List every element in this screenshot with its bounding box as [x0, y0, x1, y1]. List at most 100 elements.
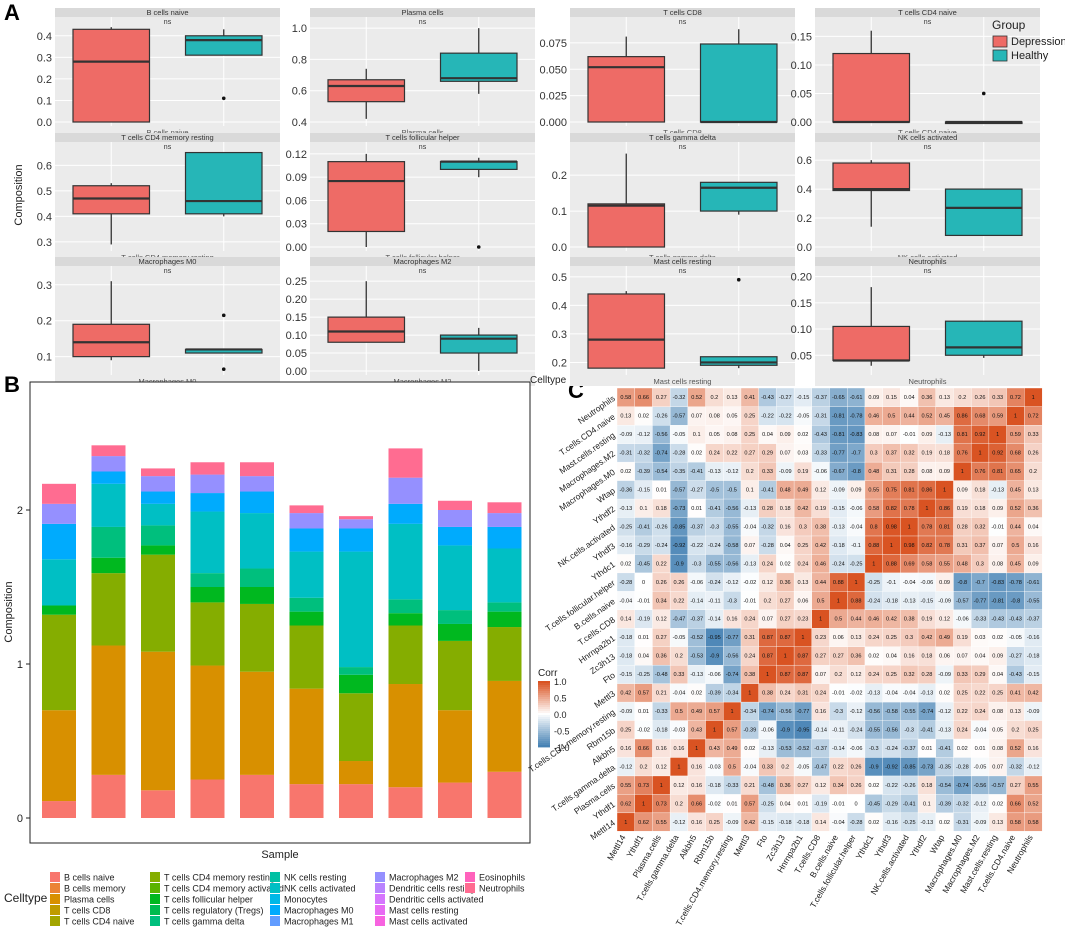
- heatmap-cell: 0.31: [953, 535, 972, 555]
- bar-segment: [91, 526, 126, 558]
- heatmap-cell-value: -0.09: [974, 820, 987, 826]
- iqr-box: [587, 293, 666, 369]
- heatmap-cell-value: -0.77: [726, 635, 739, 641]
- heatmap-cell: 0.76: [970, 461, 990, 481]
- heatmap-cell: -0.77: [970, 590, 990, 611]
- heatmap-cell: -0.02: [634, 720, 653, 740]
- heatmap-cell-value: 0.43: [691, 727, 702, 733]
- heatmap-cell-value: 0.25: [886, 672, 897, 678]
- heatmap-cell: 0.26: [847, 775, 866, 795]
- bar-segment: [289, 505, 324, 514]
- col-label: Ythdf2: [908, 833, 929, 860]
- heatmap-cell: -0.9: [669, 553, 689, 574]
- heatmap-cell-value: 0.02: [744, 746, 755, 752]
- bar-segment: [289, 784, 324, 818]
- heatmap-cell-value: 0.86: [939, 506, 950, 512]
- heatmap-cell: 0.44: [811, 572, 831, 592]
- heatmap-cell-value: -0.18: [708, 783, 721, 789]
- heatmap-cell-value: 0.38: [744, 672, 755, 678]
- heatmap-cell-value: -0.14: [832, 746, 845, 752]
- y-tick-label: 0.3: [552, 329, 567, 341]
- heatmap-cell-value: -0.41: [637, 524, 650, 530]
- heatmap-cell-value: -0.78: [850, 414, 863, 420]
- heatmap-cell: -0.34: [723, 683, 742, 703]
- heatmap-cell-value: 0.44: [815, 580, 826, 586]
- heatmap-cell-value: 1: [872, 561, 875, 567]
- heatmap-cell: 0.22: [829, 756, 848, 777]
- bar-segment: [388, 599, 423, 614]
- heatmap-cell: -0.33: [970, 609, 990, 629]
- heatmap-cell: 0.06: [829, 627, 848, 647]
- heatmap-cell-value: 0.16: [904, 654, 915, 660]
- heatmap-cell: 1: [669, 756, 689, 777]
- heatmap-cell-value: 0.57: [744, 801, 755, 807]
- heatmap-cell-value: 0.87: [762, 635, 773, 641]
- heatmap-cell: 0.2: [740, 461, 760, 481]
- heatmap-cell-value: -0.81: [832, 414, 845, 420]
- heatmap-cell: -0.31: [616, 443, 636, 463]
- heatmap-cell-value: 0.09: [780, 432, 791, 438]
- heatmap-cell: -0.7: [970, 572, 990, 592]
- heatmap-cell: 0.3: [970, 553, 990, 574]
- heatmap-cell-value: -0.9: [780, 727, 790, 733]
- heatmap-cell-value: 0.2: [746, 469, 754, 475]
- heatmap-cell-value: 1: [837, 598, 840, 604]
- heatmap-cell: 0.48: [953, 553, 972, 574]
- heatmap-cell: 0.04: [1024, 517, 1043, 537]
- bar-segment: [91, 445, 126, 457]
- y-tick-label: 0.6: [292, 86, 307, 98]
- legend-swatch: [50, 916, 60, 926]
- iqr-box: [327, 161, 406, 233]
- heatmap-cell: 0.25: [953, 683, 972, 703]
- heatmap-cell-value: 0.2: [1012, 727, 1020, 733]
- heatmap-cell: 0.24: [776, 683, 795, 703]
- sample-bar-5: [240, 462, 274, 818]
- heatmap-cell-value: 0.81: [957, 432, 968, 438]
- bar-segment: [91, 471, 126, 484]
- heatmap-cell-value: 0.12: [851, 672, 862, 678]
- legend-entry: B cells naive: [64, 873, 115, 883]
- healthy-box: [184, 313, 263, 372]
- heatmap-cell-value: -0.18: [619, 654, 632, 660]
- heatmap-cell: -0.33: [723, 775, 742, 795]
- heatmap-cell: -0.55: [1024, 590, 1043, 611]
- heatmap-cell: -0.81: [988, 590, 1008, 611]
- heatmap-cell: 0.87: [776, 664, 795, 684]
- heatmap-cell-value: -0.74: [655, 451, 668, 457]
- heatmap-cell-value: 0.01: [921, 746, 932, 752]
- heatmap-cell: 0.12: [811, 480, 831, 500]
- heatmap-cell: 0.04: [900, 387, 919, 407]
- legend-swatch: [270, 872, 280, 882]
- heatmap-cell-value: -0.3: [710, 524, 720, 530]
- panel-c-heatmap: 1 0.62 0.55 -0.12 0.16 0.25 -0.09 0.42 -0.15 -0.1…: [527, 387, 1043, 927]
- bar-segment: [42, 559, 76, 606]
- facet-bottom-label: T cells CD8: [663, 128, 702, 137]
- heatmap-cell-value: -0.09: [938, 598, 951, 604]
- heatmap-cell: -0.48: [652, 664, 671, 684]
- heatmap-cell: 0.2: [758, 590, 777, 611]
- heatmap-cell: 0.75: [882, 480, 901, 500]
- heatmap-cell: -0.24: [705, 572, 724, 592]
- heatmap-cell-value: -0.5: [727, 488, 737, 494]
- heatmap-cell: -0.09: [723, 812, 742, 832]
- bar-segment: [487, 680, 522, 772]
- heatmap-cell: 0.52: [917, 406, 937, 426]
- heatmap-cell-value: 0.06: [939, 654, 950, 660]
- heatmap-cell-value: 0.55: [868, 488, 879, 494]
- y-tick-label: 0.2: [552, 357, 567, 369]
- heatmap-cell: 0.01: [634, 627, 653, 647]
- heatmap-cell-value: 0.72: [1028, 414, 1039, 420]
- heatmap-cell-value: 0.24: [744, 617, 755, 623]
- heatmap-cell-value: -0.18: [832, 543, 845, 549]
- heatmap-cell: -0.04: [900, 572, 919, 592]
- heatmap-cell-value: -0.01: [903, 432, 916, 438]
- bar-segment: [190, 493, 225, 512]
- heatmap-cell-value: 0.07: [992, 543, 1003, 549]
- heatmap-cell: -0.12: [723, 461, 742, 481]
- y-tick-label: 1.0: [292, 23, 307, 35]
- legend-entry: Neutrophils: [479, 884, 525, 894]
- heatmap-cell-value: -0.57: [991, 783, 1004, 789]
- heatmap-cell: 0.21: [652, 683, 671, 703]
- heatmap-cell: 0.18: [652, 498, 671, 518]
